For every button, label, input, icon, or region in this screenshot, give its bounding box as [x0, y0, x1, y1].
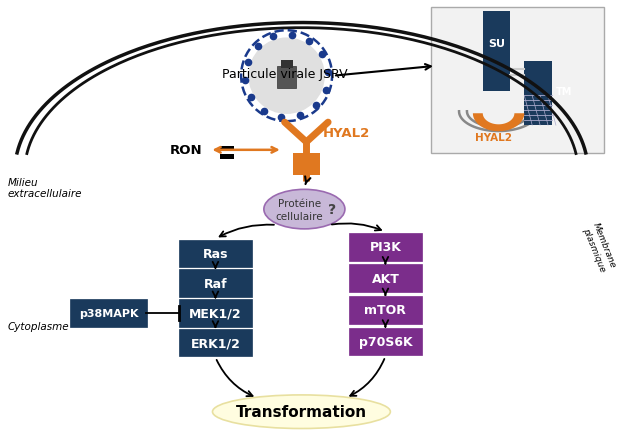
FancyBboxPatch shape: [281, 61, 292, 69]
Text: ?: ?: [328, 203, 336, 217]
Ellipse shape: [213, 395, 391, 428]
FancyBboxPatch shape: [179, 299, 252, 327]
Circle shape: [249, 39, 324, 114]
FancyBboxPatch shape: [349, 297, 422, 324]
FancyBboxPatch shape: [349, 265, 422, 293]
FancyBboxPatch shape: [292, 153, 320, 175]
Text: MEK1/2: MEK1/2: [189, 307, 242, 320]
Text: RON: RON: [170, 144, 203, 157]
Text: SU: SU: [488, 39, 505, 49]
Text: Raf: Raf: [204, 277, 227, 290]
Text: cellulaire: cellulaire: [276, 212, 323, 222]
Text: HYAL2: HYAL2: [323, 126, 370, 139]
FancyBboxPatch shape: [277, 67, 297, 88]
FancyBboxPatch shape: [179, 270, 252, 297]
Text: Milieu
extracellulaire: Milieu extracellulaire: [8, 177, 82, 199]
FancyBboxPatch shape: [179, 329, 252, 357]
Text: ERK1/2: ERK1/2: [190, 336, 240, 349]
FancyBboxPatch shape: [70, 299, 147, 327]
Text: mTOR: mTOR: [365, 304, 407, 317]
FancyBboxPatch shape: [483, 12, 510, 91]
Ellipse shape: [264, 190, 345, 230]
Text: Protéine: Protéine: [278, 199, 321, 208]
Text: PI3K: PI3K: [370, 240, 401, 254]
Text: p38MAPK: p38MAPK: [79, 308, 138, 318]
FancyBboxPatch shape: [524, 62, 552, 126]
Text: Membrane
plasmique: Membrane plasmique: [581, 221, 617, 273]
FancyBboxPatch shape: [349, 233, 422, 261]
FancyBboxPatch shape: [179, 240, 252, 268]
FancyBboxPatch shape: [221, 147, 234, 152]
Text: Ras: Ras: [203, 247, 228, 261]
Text: TM: TM: [556, 86, 572, 96]
Text: Particule virale JSRV: Particule virale JSRV: [222, 68, 348, 81]
FancyBboxPatch shape: [431, 7, 604, 153]
Text: HYAL2: HYAL2: [475, 133, 512, 143]
Text: Cytoplasme: Cytoplasme: [8, 321, 70, 331]
FancyBboxPatch shape: [221, 155, 234, 159]
Text: AKT: AKT: [371, 272, 399, 285]
FancyBboxPatch shape: [349, 328, 422, 356]
Text: Transformation: Transformation: [236, 404, 367, 419]
Polygon shape: [473, 114, 524, 132]
Text: p70S6K: p70S6K: [358, 335, 412, 348]
